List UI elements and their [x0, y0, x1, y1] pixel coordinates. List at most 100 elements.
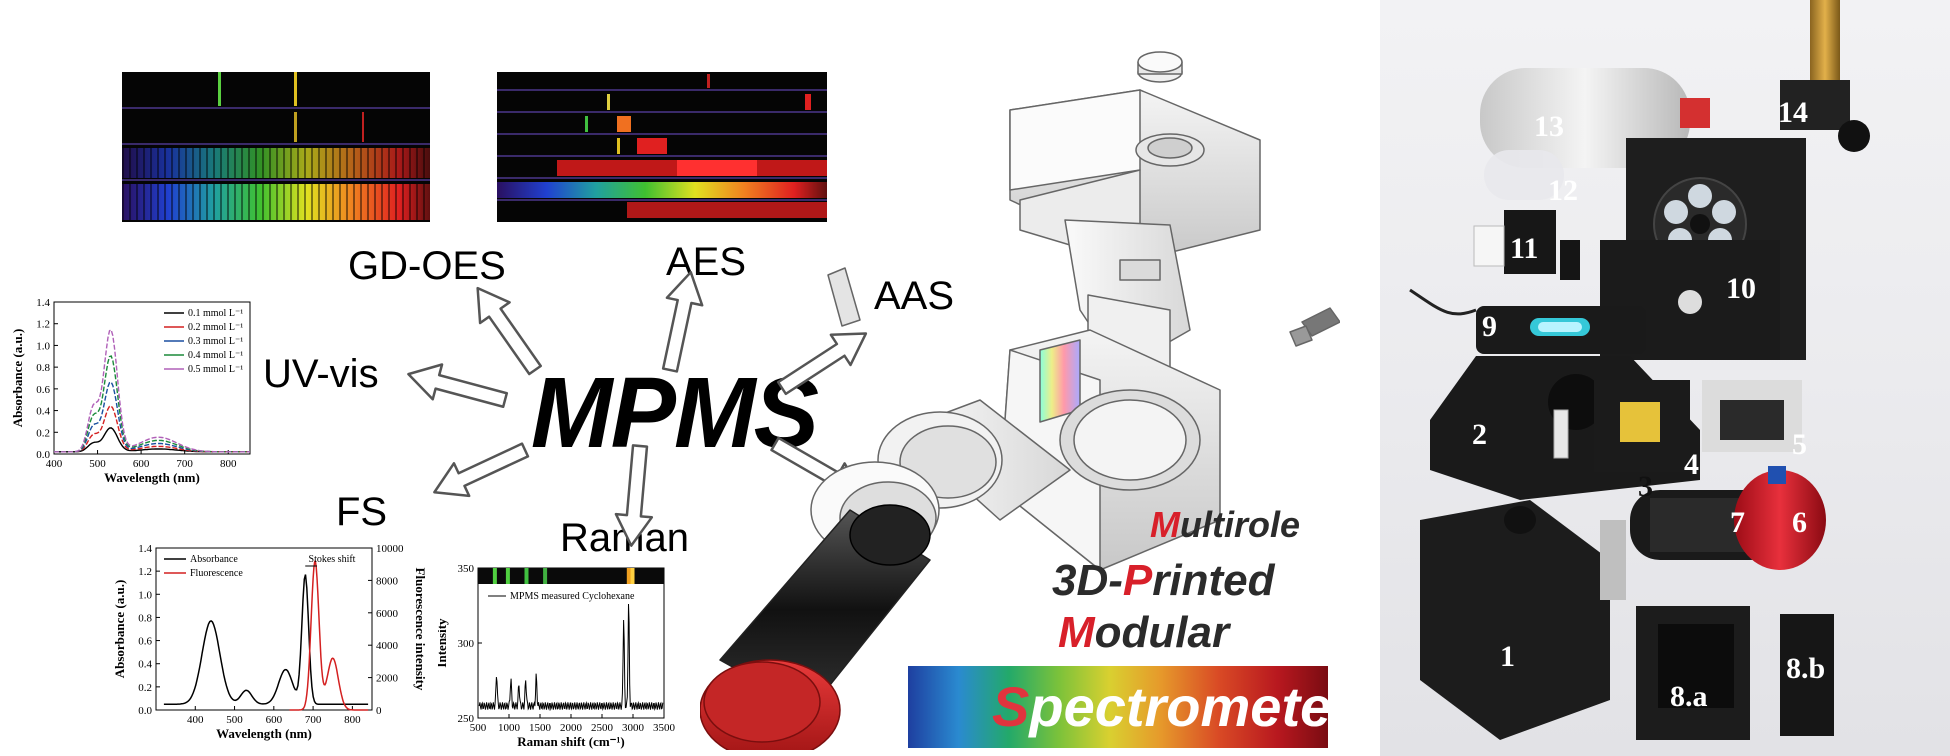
- part-number-13: 13: [1534, 110, 1564, 143]
- title-line-2-initial: P: [1122, 556, 1153, 605]
- fs-y-tick-label: 1.2: [138, 566, 152, 578]
- uv-x-tick-label: 500: [89, 458, 106, 470]
- title-line-1: Multirole: [1150, 504, 1300, 546]
- fs-plot-frame: [155, 547, 373, 711]
- uv-series-line: [54, 328, 250, 453]
- raman-y-tick-label: 350: [458, 563, 475, 575]
- title-line-2-rest: rinted: [1152, 556, 1275, 605]
- raman-x-tick-label: 1500: [529, 722, 552, 734]
- part-number-7: 7: [1730, 506, 1745, 539]
- raman-x-tick-label: 3000: [622, 722, 645, 734]
- uv-legend-label: 0.2 mmol L⁻¹: [188, 322, 243, 333]
- uv-x-tick-label: 700: [176, 458, 193, 470]
- raman-x-axis-label: Raman shift (cm⁻¹): [517, 734, 625, 749]
- uv-x-tick-label: 800: [220, 458, 237, 470]
- title-line-1-initial: M: [1150, 504, 1180, 545]
- fs-y2-axis-label: Fluorescence intensity: [413, 568, 426, 691]
- fs-y-axis-label: Absorbance (a.u.): [112, 580, 127, 679]
- fs-legend-label: Absorbance: [190, 554, 238, 565]
- fs-chart: 400 500 600 700 800 0.0 0.2 0.4 0.6 0.8 1.0 1.2 1.4 W…: [112, 543, 426, 741]
- raman-y-tick-label: 300: [458, 638, 475, 650]
- fs-absorbance-line: [163, 574, 369, 705]
- title-line-2: 3D-Printed: [1052, 556, 1275, 606]
- title-line-4-rest: pectrometer: [1029, 675, 1354, 738]
- label-fs: FS: [336, 490, 388, 534]
- raman-strip-line: [492, 568, 497, 584]
- title-line-3-rest: odular: [1094, 608, 1230, 657]
- title-line-2-prefix: 3D-: [1052, 556, 1123, 605]
- uv-y-tick-label: 1.4: [36, 297, 50, 309]
- fs-x-tick-label: 600: [266, 714, 283, 726]
- fs-y2-tick-label: 4000: [376, 640, 399, 652]
- fs-y2-tick-label: 10000: [376, 543, 404, 555]
- uv-y-tick-label: 1.0: [36, 340, 50, 352]
- uv-y-tick-label: 1.2: [36, 319, 50, 331]
- raman-x-tick-label: 3500: [653, 722, 676, 734]
- uv-y-tick-label: 0.8: [36, 362, 50, 374]
- fs-y2-tick-label: 2000: [376, 673, 399, 685]
- uv-legend-label: 0.5 mmol L⁻¹: [188, 364, 243, 375]
- part-number-11: 11: [1510, 232, 1539, 265]
- raman-legend-label: MPMS measured Cyclohexane: [510, 591, 635, 602]
- title-line-3: Modular: [1058, 608, 1229, 658]
- fs-y2-tick-label: 8000: [376, 575, 399, 587]
- fs-x-tick-label: 800: [344, 714, 361, 726]
- uv-y-tick-label: 0.4: [36, 406, 50, 418]
- uv-legend-label: 0.3 mmol L⁻¹: [188, 336, 243, 347]
- raman-x-tick-label: 1000: [498, 722, 521, 734]
- fs-y-tick-label: 1.4: [138, 543, 152, 555]
- label-uv-vis: UV-vis: [263, 352, 379, 396]
- raman-spectrum-strip: [478, 568, 664, 584]
- uv-series-line: [54, 355, 250, 453]
- fs-y2-tick-label: 6000: [376, 608, 399, 620]
- title-line-4: Spectrometer: [992, 674, 1353, 739]
- spectrometer-banner: Spectrometer: [908, 666, 1353, 748]
- part-number-8b: 8.b: [1786, 652, 1826, 685]
- raman-x-tick-label: 2500: [591, 722, 614, 734]
- fs-annotation-stokes-shift: Stokes shift: [309, 554, 356, 565]
- arrow-to-raman: [612, 443, 660, 549]
- exploded-spectrometer-illustration: [700, 51, 1340, 750]
- fs-y-tick-label: 0.0: [138, 705, 152, 717]
- title-line-3-initial: M: [1058, 608, 1095, 657]
- raman-x-tick-label: 2000: [560, 722, 583, 734]
- fs-y-tick-label: 0.6: [138, 636, 152, 648]
- part-number-9: 9: [1482, 310, 1497, 343]
- components-photo-drawing: [1409, 0, 1870, 740]
- components-photo: 1 2 3 4 5 6 7 8.a 8.b 9 10 11 12 13 14: [1380, 0, 1950, 756]
- fs-y-tick-label: 0.8: [138, 612, 152, 624]
- gd-oes-spectrum-image: [122, 72, 430, 222]
- fs-x-tick-label: 700: [305, 714, 322, 726]
- raman-strip-line: [524, 568, 529, 584]
- uv-legend-label: 0.1 mmol L⁻¹: [188, 308, 243, 319]
- uv-y-tick-label: 0.0: [36, 449, 50, 461]
- fs-x-tick-label: 500: [226, 714, 243, 726]
- aes-spectrum-image: [497, 72, 827, 222]
- title-line-1-rest: ultirole: [1180, 504, 1301, 545]
- aes-spectrum-svg: [497, 72, 827, 222]
- part-number-6: 6: [1792, 506, 1807, 539]
- fs-x-tick-label: 400: [187, 714, 204, 726]
- uv-y-tick-label: 0.2: [36, 427, 50, 439]
- part-number-14: 14: [1778, 96, 1808, 129]
- fs-y-tick-label: 0.4: [138, 659, 152, 671]
- uv-x-axis-label: Wavelength (nm): [104, 470, 200, 485]
- label-gd-oes: GD-OES: [348, 244, 506, 288]
- part-number-4: 4: [1684, 448, 1699, 481]
- label-aas: AAS: [874, 274, 955, 318]
- raman-chart: 500 1000 1500 2000 2500 3000 3500 250 300 350 Rama…: [438, 563, 676, 749]
- uv-vis-chart: 400 500 600 700 800 0.0 0.2 0.4 0.6 0.8 1.0 1.2 1.4 W…: [10, 297, 251, 485]
- uv-y-axis-label: Absorbance (a.u.): [10, 329, 25, 428]
- arrow-to-fs: [425, 432, 534, 510]
- uv-x-tick-label: 600: [133, 458, 150, 470]
- fs-y2-tick-label: 0: [376, 705, 382, 717]
- raman-series-line: [478, 603, 664, 712]
- fs-x-axis-label: Wavelength (nm): [216, 726, 312, 741]
- fs-y-tick-label: 1.0: [138, 589, 152, 601]
- part-number-8a: 8.a: [1670, 680, 1708, 713]
- label-aes: AES: [666, 240, 747, 284]
- part-number-3: 3: [1638, 470, 1653, 503]
- arrow-to-gd-oes: [461, 276, 551, 382]
- part-number-5: 5: [1792, 428, 1807, 461]
- part-number-12: 12: [1548, 174, 1578, 207]
